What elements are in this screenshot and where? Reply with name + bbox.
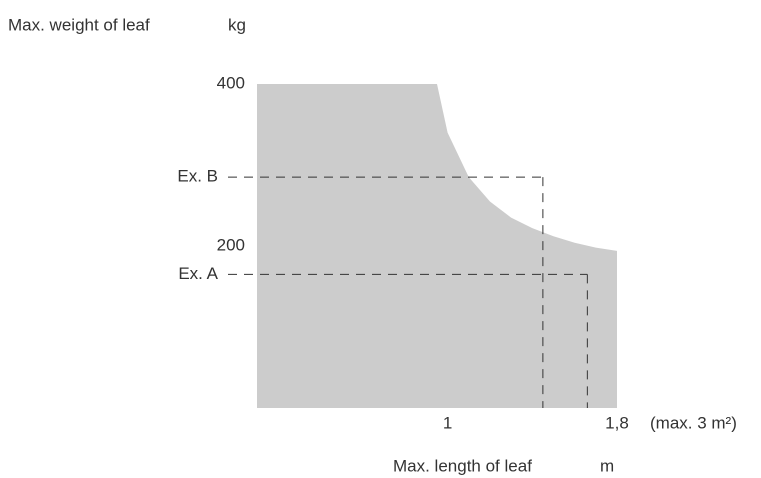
x-axis-unit: m	[600, 456, 614, 475]
y-axis-title: Max. weight of leaf	[8, 15, 150, 34]
y-axis-unit: kg	[228, 15, 246, 34]
x-axis-title: Max. length of leaf	[393, 456, 532, 475]
example-label: Ex. B	[177, 167, 218, 186]
note: (max. 3 m²)	[650, 413, 737, 432]
area	[257, 84, 617, 408]
y-tick-label: 400	[217, 73, 245, 92]
y-tick-label: 200	[217, 235, 245, 254]
x-tick-label: 1	[443, 413, 452, 432]
x-tick-label: 1,8	[605, 413, 629, 432]
example-label: Ex. A	[178, 264, 218, 283]
